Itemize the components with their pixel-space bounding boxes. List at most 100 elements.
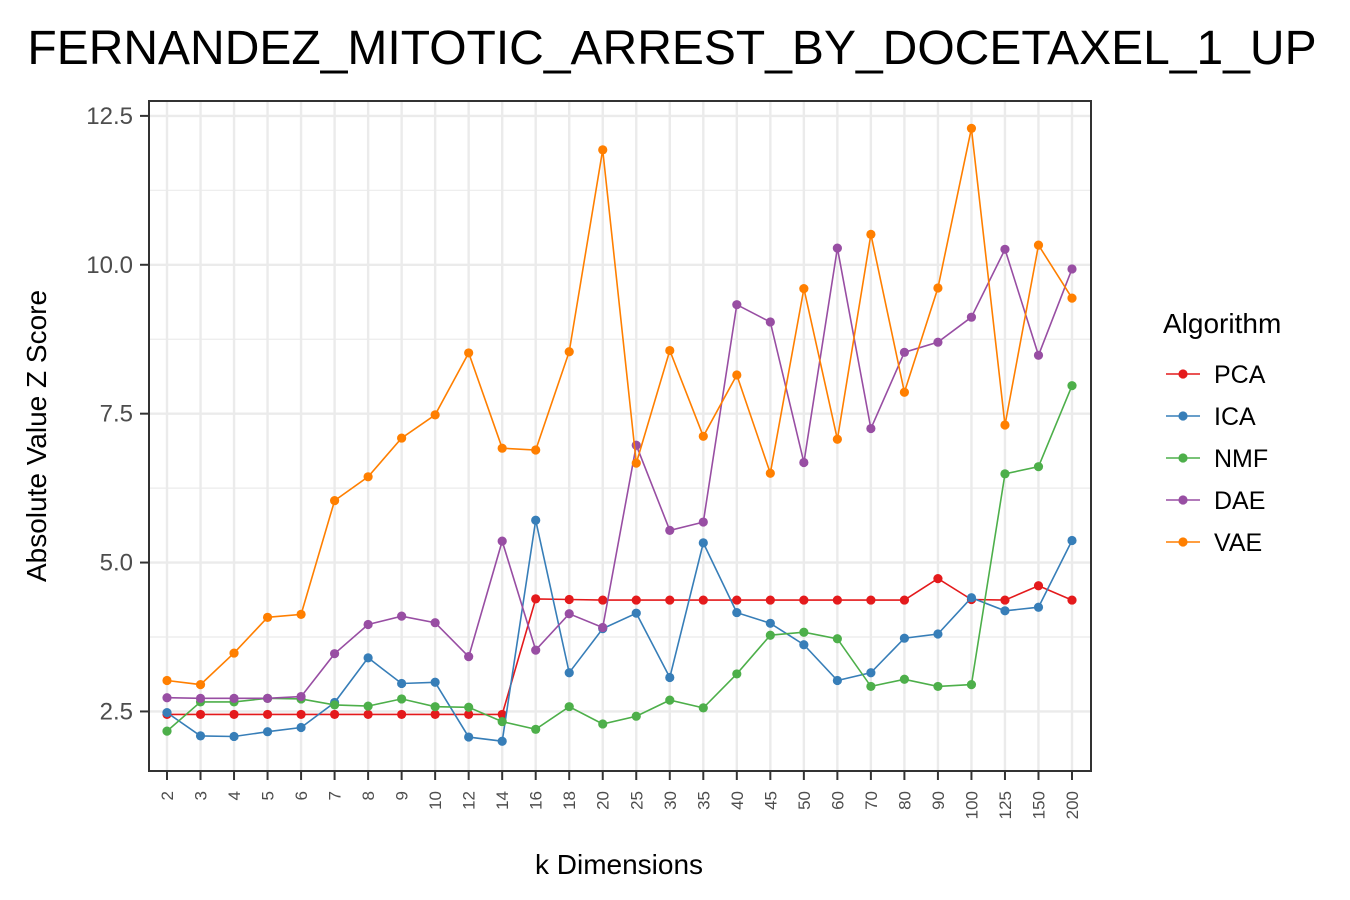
data-point-ica	[229, 731, 239, 742]
data-point-dae	[933, 337, 943, 347]
data-point-ica	[966, 593, 977, 603]
x-tick-label: 16	[527, 791, 546, 810]
data-point-pca	[464, 709, 474, 720]
x-tick-label: 7	[326, 791, 345, 800]
data-point-dae	[329, 649, 340, 659]
data-point-vae	[933, 283, 943, 293]
legend-label: VAE	[1214, 529, 1262, 557]
data-point-nmf	[531, 724, 541, 734]
data-point-nmf	[564, 702, 574, 712]
y-axis-title: Absolute Value Z Score	[21, 290, 52, 582]
data-point-ica	[1033, 602, 1044, 612]
data-point-dae	[564, 609, 574, 619]
data-point-dae	[732, 300, 742, 310]
x-axis: 2 3 4 5 6 7 8 9 10 12 14 16 18 20 25 30 35 40 45 50 60 70 80 90…	[158, 771, 1082, 819]
y-tick-label: 10.0	[86, 252, 133, 279]
data-point-dae	[899, 347, 910, 357]
data-point-ica	[363, 653, 373, 663]
legend: Algorithm PCA ICA NMF DAE VAE	[1163, 308, 1281, 557]
data-point-pca	[296, 709, 306, 720]
legend-item-nmf: NMF	[1166, 445, 1268, 473]
x-tick-label: 80	[895, 791, 914, 810]
x-tick-label: 90	[929, 791, 948, 810]
data-point-nmf	[1000, 469, 1010, 479]
series-ica	[162, 515, 1077, 746]
data-point-nmf	[363, 701, 373, 711]
legend-key-point	[1178, 369, 1188, 379]
legend-title: Algorithm	[1163, 308, 1281, 339]
data-point-nmf	[832, 634, 842, 644]
data-point-nmf	[966, 680, 977, 690]
data-point-vae	[598, 145, 608, 155]
data-point-dae	[799, 457, 809, 468]
x-tick-label: 25	[627, 791, 646, 810]
data-point-pca	[765, 595, 775, 605]
legend-item-ica: ICA	[1166, 403, 1256, 431]
data-point-vae	[799, 284, 809, 294]
data-point-nmf	[665, 695, 675, 705]
data-point-dae	[262, 693, 273, 703]
data-point-vae	[296, 609, 306, 619]
data-point-dae	[866, 423, 876, 434]
x-tick-label: 18	[560, 791, 579, 810]
data-point-ica	[698, 538, 708, 548]
x-tick-label: 8	[359, 791, 378, 800]
legend-key-point	[1178, 453, 1188, 463]
data-point-dae	[464, 652, 474, 662]
data-point-pca	[631, 595, 641, 605]
data-point-ica	[765, 618, 775, 628]
data-point-pca	[732, 595, 742, 605]
data-point-nmf	[464, 702, 474, 712]
x-tick-label: 12	[460, 791, 479, 810]
data-point-pca	[1000, 595, 1010, 605]
data-point-ica	[262, 727, 273, 737]
data-point-pca	[866, 595, 876, 605]
y-tick-label: 2.5	[100, 698, 133, 725]
data-point-vae	[329, 496, 340, 506]
data-point-dae	[598, 622, 608, 633]
data-point-pca	[799, 595, 809, 605]
data-point-pca	[397, 709, 407, 720]
x-tick-label: 9	[393, 791, 412, 800]
data-point-pca	[329, 709, 340, 720]
data-point-pca	[933, 574, 943, 584]
data-point-pca	[665, 595, 675, 605]
x-tick-label: 40	[728, 791, 747, 810]
data-point-pca	[564, 594, 574, 605]
data-point-dae	[1000, 244, 1010, 254]
data-point-pca	[832, 595, 842, 605]
series-vae	[162, 123, 1077, 690]
data-point-dae	[665, 525, 675, 535]
data-point-dae	[397, 611, 407, 621]
data-point-vae	[397, 433, 407, 443]
data-point-dae	[631, 440, 641, 450]
legend-item-pca: PCA	[1166, 361, 1266, 389]
data-point-nmf	[162, 726, 172, 736]
data-point-vae	[363, 472, 373, 482]
plot-panel-border	[148, 100, 1092, 772]
series-line-dae	[166, 247, 1073, 700]
data-point-pca	[899, 595, 910, 605]
data-point-ica	[799, 640, 809, 650]
x-tick-label: 3	[192, 791, 211, 800]
data-point-vae	[832, 434, 842, 444]
data-point-vae	[262, 612, 273, 622]
legend-key-point	[1178, 495, 1188, 505]
data-point-dae	[1033, 350, 1044, 360]
data-point-nmf	[933, 681, 943, 692]
data-point-nmf	[1033, 462, 1044, 472]
series-line-ica	[166, 520, 1073, 743]
series-line-vae	[166, 128, 1073, 686]
x-tick-label: 2	[158, 791, 177, 800]
x-tick-label: 70	[862, 791, 881, 810]
series-dae	[162, 243, 1077, 703]
data-point-ica	[832, 675, 842, 686]
data-point-vae	[631, 458, 641, 468]
data-point-vae	[899, 387, 910, 397]
data-point-dae	[195, 693, 206, 703]
y-axis: 2.5 5.0 7.5 10.0 12.5	[86, 103, 149, 725]
data-point-vae	[1000, 420, 1010, 430]
x-tick-label: 5	[259, 791, 278, 800]
data-point-dae	[531, 645, 541, 655]
